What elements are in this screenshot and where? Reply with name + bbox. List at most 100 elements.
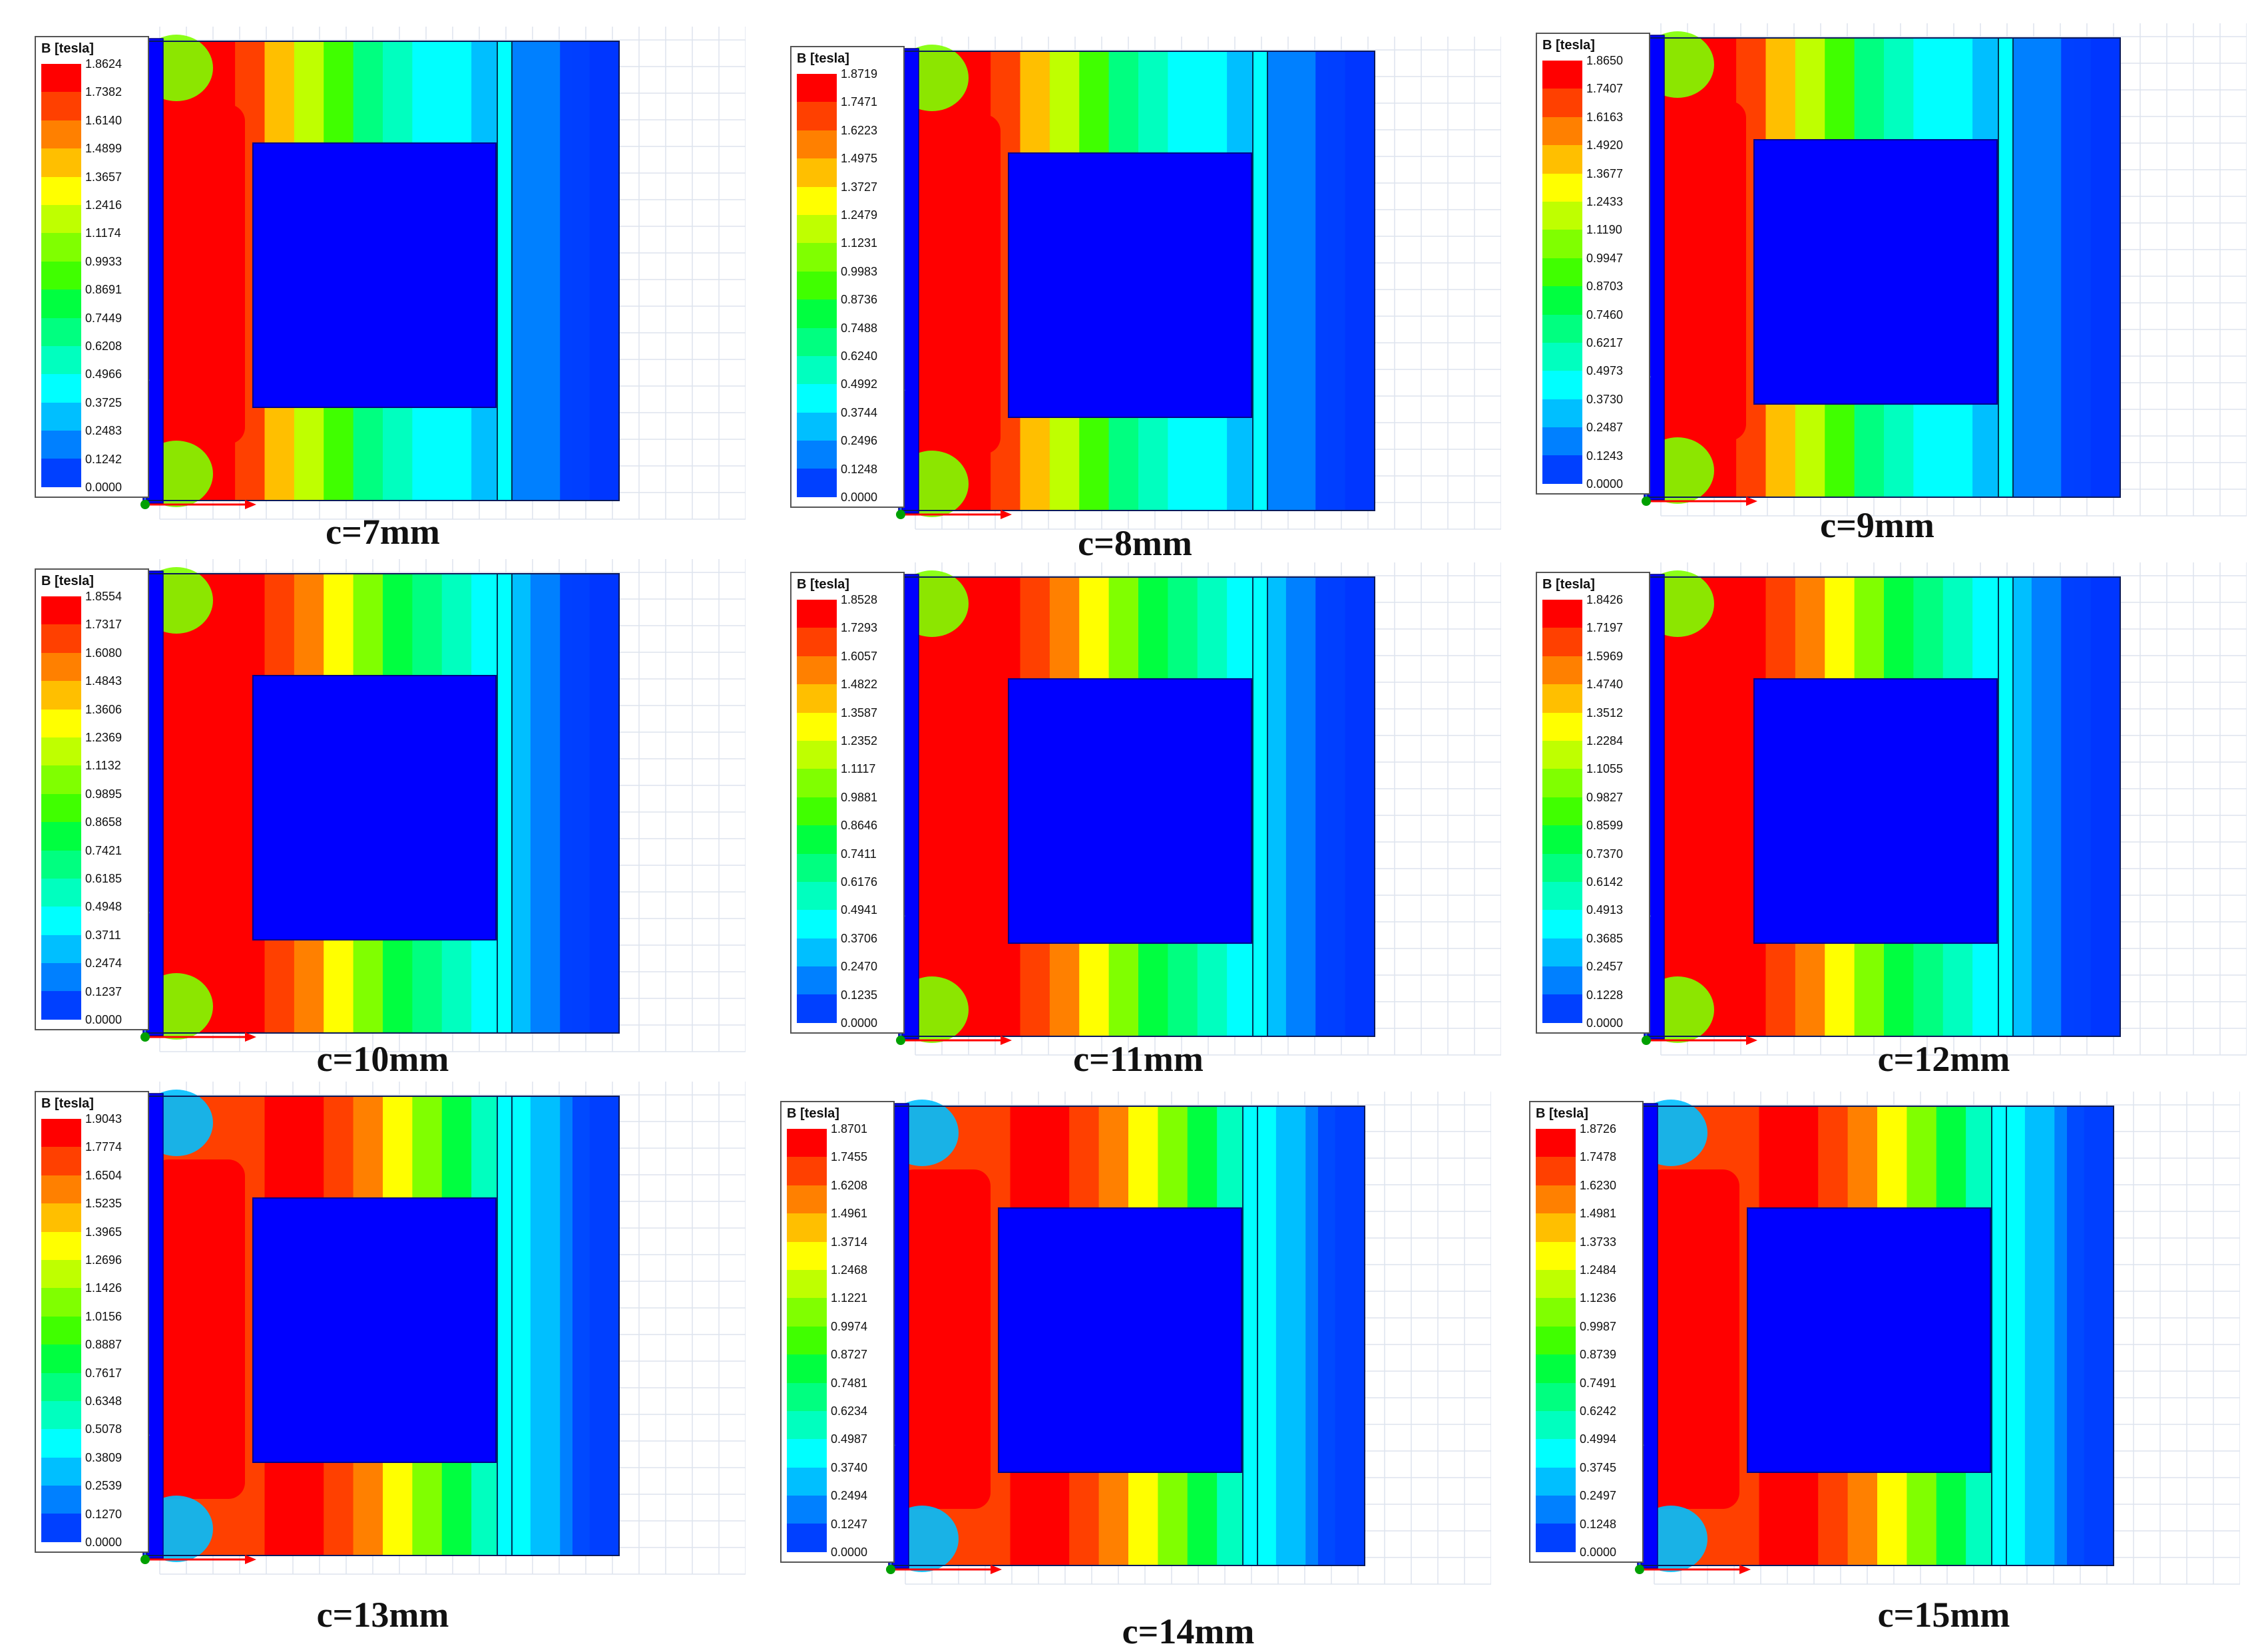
legend-ticks: 1.9043 1.7774 1.6504 1.5235 1.3965 1.2696 1.14… xyxy=(85,1112,145,1551)
legend-tick-label: 0.7460 xyxy=(1586,308,1624,321)
legend-ticks: 1.8528 1.7293 1.6057 1.4822 1.3587 1.2352 1.11… xyxy=(841,593,901,1032)
field-band xyxy=(530,41,561,501)
panel-c8: B [tesla] 1.8719 1.7471 1.6223 1.4975 1.3727 1… xyxy=(782,37,1501,549)
legend-tick-label: 1.3587 xyxy=(841,706,878,720)
caption-c8: c=8mm xyxy=(1078,523,1192,563)
legend-swatch xyxy=(41,64,81,93)
legend-swatch xyxy=(1542,994,1582,1023)
legend-swatch xyxy=(41,1203,81,1232)
legend-tick-label: 0.1248 xyxy=(841,462,878,476)
legend-tick-label: 1.4822 xyxy=(841,678,878,692)
legend-swatch xyxy=(41,1231,81,1260)
legend-tick-label: 0.3685 xyxy=(1586,931,1624,945)
legend-tick-label: 1.7774 xyxy=(85,1140,122,1154)
legend-swatch xyxy=(787,1439,827,1468)
air-gap-bar xyxy=(497,573,513,1034)
legend-tick-label: 1.4740 xyxy=(1586,678,1624,692)
legend-color-bands xyxy=(41,596,81,1020)
legend-swatch xyxy=(1536,1439,1576,1468)
legend-swatch xyxy=(41,907,81,935)
left-limb-hotspot xyxy=(152,637,245,976)
legend-swatch xyxy=(41,92,81,120)
field-band xyxy=(2031,577,2062,1036)
legend-title: B [tesla] xyxy=(797,51,849,66)
legend-color-bands xyxy=(787,1129,827,1552)
panel-c10: B [tesla] 1.8554 1.7317 1.6080 1.4843 1.3606 1… xyxy=(27,559,746,1072)
x-axis-arrowhead xyxy=(245,1032,256,1042)
color-legend: B [tesla] 1.8650 1.7407 1.6163 1.4920 1.3677 1… xyxy=(1536,33,1650,495)
core-window xyxy=(998,1207,1242,1473)
legend-color-bands xyxy=(41,1119,81,1542)
legend-tick-label: 0.9983 xyxy=(841,264,878,278)
legend-tick-label: 1.1117 xyxy=(841,762,876,776)
legend-swatch xyxy=(1542,201,1582,230)
legend-tick-label: 0.6240 xyxy=(841,349,878,363)
legend-swatch xyxy=(41,850,81,879)
legend-swatch xyxy=(1542,173,1582,202)
legend-tick-label: 0.8691 xyxy=(85,283,122,297)
left-limb-hotspot xyxy=(907,114,1001,454)
legend-tick-label: 1.6504 xyxy=(85,1168,122,1182)
legend-swatch xyxy=(797,910,837,938)
legend-tick-label: 1.2433 xyxy=(1586,195,1624,208)
core-window xyxy=(1008,678,1252,944)
legend-tick-label: 0.8658 xyxy=(85,815,122,829)
caption-c12: c=12mm xyxy=(1877,1039,2010,1079)
right-edge-region xyxy=(2074,577,2120,1036)
air-gap-bar xyxy=(1242,1106,1258,1566)
legend-tick-label: 1.1132 xyxy=(85,759,121,773)
legend-tick-label: 0.7421 xyxy=(85,843,122,857)
legend-swatch xyxy=(1542,881,1582,911)
legend-tick-label: 0.3725 xyxy=(85,395,122,409)
panel-c9: B [tesla] 1.8650 1.7407 1.6163 1.4920 1.3677 1… xyxy=(1528,23,2247,536)
legend-tick-label: 1.8554 xyxy=(85,590,122,603)
legend-tick-label: 0.4973 xyxy=(1586,364,1624,378)
legend-tick-label: 1.7293 xyxy=(841,621,878,635)
left-limb-hotspot xyxy=(152,1159,245,1499)
legend-tick-label: 1.6163 xyxy=(1586,110,1624,124)
caption-c10: c=10mm xyxy=(316,1039,449,1079)
legend-tick-label: 0.8599 xyxy=(1586,819,1624,833)
legend-tick-label: 0.1243 xyxy=(1586,449,1624,463)
legend-swatch xyxy=(797,130,837,159)
legend-swatch xyxy=(787,1382,827,1411)
right-edge-region xyxy=(572,574,619,1033)
legend-swatch xyxy=(41,459,81,487)
legend-swatch xyxy=(1542,399,1582,428)
legend-tick-label: 0.9827 xyxy=(1586,790,1624,804)
legend-swatch xyxy=(1536,1269,1576,1299)
legend-title: B [tesla] xyxy=(41,574,94,588)
color-legend: B [tesla] 1.8701 1.7455 1.6208 1.4961 1.3714 1… xyxy=(780,1101,895,1563)
legend-swatch xyxy=(1542,455,1582,484)
legend-swatch xyxy=(1536,1354,1576,1383)
legend-tick-label: 1.3965 xyxy=(85,1225,122,1239)
legend-swatch xyxy=(1542,740,1582,769)
legend-swatch xyxy=(787,1410,827,1440)
field-plot xyxy=(140,559,746,1052)
legend-tick-label: 0.1270 xyxy=(85,1507,122,1521)
legend-swatch xyxy=(797,769,837,797)
legend-swatch xyxy=(797,102,837,130)
right-edge-region xyxy=(2067,1106,2114,1565)
legend-tick-label: 1.7197 xyxy=(1586,621,1624,635)
legend-tick-label: 1.1231 xyxy=(841,236,878,250)
legend-tick-label: 1.3727 xyxy=(841,180,878,194)
legend-tick-label: 1.4961 xyxy=(831,1207,868,1221)
legend-tick-label: 0.2496 xyxy=(841,434,878,448)
air-gap-bar xyxy=(1991,1106,2007,1566)
legend-tick-label: 1.2696 xyxy=(85,1253,122,1267)
legend-tick-label: 0.9974 xyxy=(831,1319,868,1333)
legend-swatch xyxy=(41,793,81,823)
legend-swatch xyxy=(41,681,81,710)
legend-tick-label: 1.1236 xyxy=(1580,1291,1617,1305)
air-gap-bar xyxy=(497,41,513,501)
legend-tick-label: 0.9933 xyxy=(85,254,122,268)
legend-tick-label: 1.1426 xyxy=(85,1281,122,1295)
core-window xyxy=(252,675,497,940)
legend-swatch xyxy=(787,1269,827,1299)
x-axis-arrowhead xyxy=(1739,1565,1751,1574)
legend-swatch xyxy=(41,822,81,851)
legend-swatch xyxy=(1536,1241,1576,1270)
legend-color-bands xyxy=(1542,61,1582,484)
air-gap-bar xyxy=(1998,576,2014,1037)
